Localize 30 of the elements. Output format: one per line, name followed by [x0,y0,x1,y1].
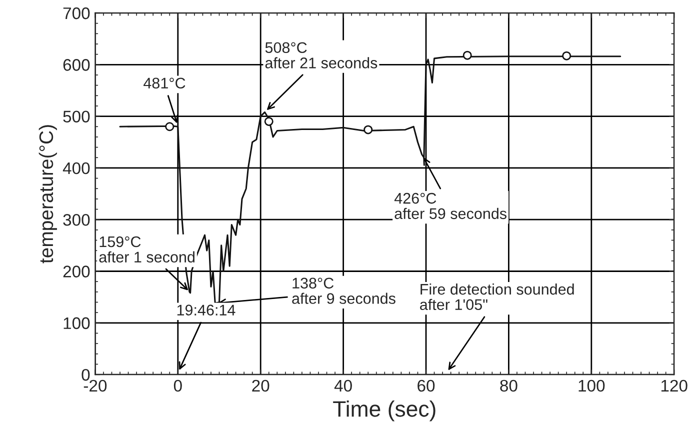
y-tick-label: 200 [63,266,90,278]
annotation: 508°C after 21 seconds [265,42,378,68]
point [264,116,274,126]
y-tick-label: 400 [62,162,90,174]
x-tick-label: 100 [578,380,605,392]
y-tick-label: 600 [63,59,90,71]
annotation: 138°C after 9 seconds [292,278,396,304]
point [562,51,572,60]
y-tick-label: 0 [82,368,90,381]
y-tick-label: 500 [63,110,90,122]
x-tick-label: -20 [84,380,107,392]
x-tick-label: 120 [661,380,688,392]
point [462,50,472,60]
annotation: Fire detection sounded after 1'05" [420,283,574,310]
y-axis-title: temperature(°C) [38,125,57,264]
x-tick-label: 0 [174,380,182,392]
y-tick-label: 700 [63,7,90,20]
x-tick-label: 20 [252,380,270,392]
y-tick-label: 300 [63,214,90,226]
annotation: 481°C [144,78,186,89]
point [364,125,373,134]
annotation: 159°C after 1 second [99,236,194,263]
x-axis-title: Time (sec) [333,400,436,422]
x-tick-label: 40 [334,380,352,392]
annotation: 426°C after 59 seconds [394,192,506,220]
x-tick-label: 60 [418,380,435,392]
point [165,122,174,132]
annotation: 19:46:14 [177,304,236,316]
y-tick-label: 100 [64,317,90,330]
x-tick-label: 80 [500,380,518,392]
